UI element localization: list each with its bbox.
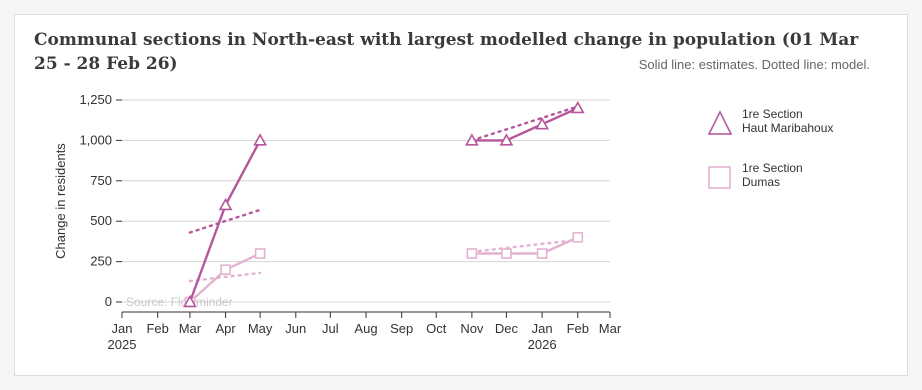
- chart-card: [14, 14, 908, 376]
- x-tick-label: Jul: [322, 321, 339, 336]
- x-tick-label: Mar: [179, 321, 202, 336]
- x-tick-label: Mar: [599, 321, 622, 336]
- data-point: [465, 133, 479, 146]
- x-tick-label: Jan: [532, 321, 553, 336]
- data-point: [220, 264, 231, 275]
- y-tick-label: 1,250: [79, 92, 112, 107]
- y-tick-label: 0: [105, 294, 112, 309]
- data-point: [253, 133, 267, 146]
- x-tick-label: Jun: [285, 321, 306, 336]
- x-tick-label: Sep: [390, 321, 413, 336]
- legend-triangle-icon: [707, 110, 733, 135]
- model-line: [188, 208, 262, 234]
- x-tick-label: Jan: [112, 321, 133, 336]
- x-tick-label: Apr: [215, 321, 236, 336]
- x-tick-label: Nov: [460, 321, 484, 336]
- data-point: [501, 248, 512, 259]
- x-tick-label: May: [248, 321, 273, 336]
- x-tick-label: Feb: [567, 321, 589, 336]
- chart-title: Communal sections in North-east with lar…: [34, 30, 859, 74]
- series-1re-section-haut-maribahoux: [183, 100, 585, 308]
- data-point: [183, 294, 197, 308]
- data-point: [466, 248, 478, 259]
- legend-label: 1re Section: [742, 161, 803, 175]
- legend-label: 1re Section: [742, 107, 803, 121]
- data-point: [254, 248, 266, 259]
- data-point: [535, 117, 549, 130]
- data-point: [572, 232, 584, 243]
- y-tick-label: 750: [90, 173, 112, 188]
- legend-square-icon: [708, 166, 731, 189]
- data-point: [570, 100, 585, 114]
- legend-label: Haut Maribahoux: [742, 121, 833, 135]
- y-tick-label: 1,000: [79, 132, 112, 147]
- y-tick-label: 500: [90, 213, 112, 228]
- x-tick-label: Feb: [146, 321, 168, 336]
- estimate-line: [471, 107, 579, 142]
- estimate-line: [471, 236, 579, 255]
- data-point: [499, 133, 514, 146]
- data-point: [536, 248, 548, 259]
- x-tick-year-label: 2025: [108, 337, 137, 352]
- y-axis-label: Change in residents: [53, 143, 68, 259]
- series-1re-section-dumas: [184, 232, 584, 308]
- x-tick-year-label: 2026: [528, 337, 557, 352]
- x-tick-label: Oct: [426, 321, 447, 336]
- source-label: Source: Flowminder: [126, 295, 233, 309]
- model-line: [470, 105, 579, 142]
- model-line: [188, 271, 262, 283]
- data-point: [218, 197, 233, 211]
- legend-label: Dumas: [742, 175, 780, 189]
- series-layer: [183, 100, 585, 308]
- gridlines: [122, 99, 610, 303]
- x-tick-label: Aug: [354, 321, 377, 336]
- x-tick-label: Dec: [495, 321, 519, 336]
- y-axis: 0 250 500 750 1,000 1,250: [79, 92, 122, 309]
- chart-subtitle: Solid line: estimates. Dotted line: mode…: [638, 57, 870, 72]
- y-tick-label: 250: [90, 254, 112, 269]
